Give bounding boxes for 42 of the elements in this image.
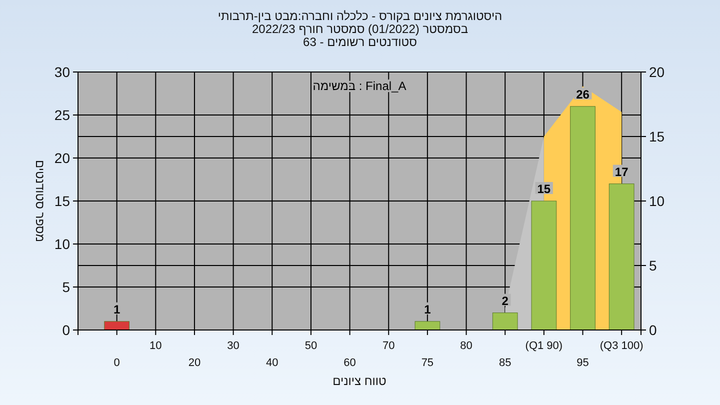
x-tick-label: 60 — [344, 357, 356, 369]
data-label: 2 — [502, 294, 509, 308]
x-tick-label: 40 — [266, 357, 278, 369]
data-label: 26 — [576, 87, 590, 102]
x-tick-label: (Q3 100) — [600, 340, 644, 352]
bar — [531, 200, 557, 330]
x-tick-label: 70 — [382, 340, 395, 352]
x-tick-label: 95 — [576, 357, 589, 369]
x-tick-label: 75 — [421, 357, 434, 369]
bar — [414, 321, 440, 330]
y-tick-label: 20 — [54, 150, 70, 166]
x-tick-label: 0 — [114, 357, 120, 369]
x-tick-label: 80 — [460, 340, 472, 352]
x-tick-label: 85 — [498, 357, 512, 369]
y2-tick-label: 5 — [649, 258, 657, 274]
chart-subtitle: בסמסטר (01/2022) סמסטר חורף 2022/23 סטודנטים רשומים - 63 — [252, 22, 468, 49]
data-label: 17 — [614, 164, 629, 179]
y2-tick-label: 20 — [649, 64, 665, 80]
data-label: 1 — [424, 302, 432, 316]
chart-title: היסטוגרמת ציונים בקורס - כלכלה וחברה:מבט בין-תרבותי — [218, 9, 502, 23]
y-tick-label: 0 — [62, 322, 70, 338]
x-tick-label: 50 — [304, 340, 318, 352]
x-axis-title: טווח ציונים — [332, 374, 387, 388]
x-tick-label: 20 — [188, 357, 201, 369]
bar — [570, 106, 596, 330]
y-tick-label: 15 — [54, 193, 70, 209]
x-tick-label: (Q1 90) — [525, 340, 563, 352]
y2-tick-label: 15 — [649, 128, 665, 144]
bar — [492, 312, 518, 330]
y2-tick-label: 10 — [649, 193, 665, 209]
x-tick-label: 10 — [150, 340, 162, 352]
y-tick-label: 5 — [62, 279, 70, 295]
data-label: 15 — [537, 182, 551, 196]
y-tick-label: 30 — [54, 64, 70, 80]
data-label: 1 — [113, 302, 120, 316]
bar — [104, 321, 130, 330]
y-tick-label: 25 — [54, 107, 70, 123]
y-tick-label: 10 — [54, 236, 70, 252]
y-axis-title: מספר סטודנטים — [33, 160, 47, 242]
x-tick-label: 30 — [227, 340, 240, 352]
bar — [608, 184, 634, 330]
y2-tick-label: 0 — [649, 322, 657, 338]
